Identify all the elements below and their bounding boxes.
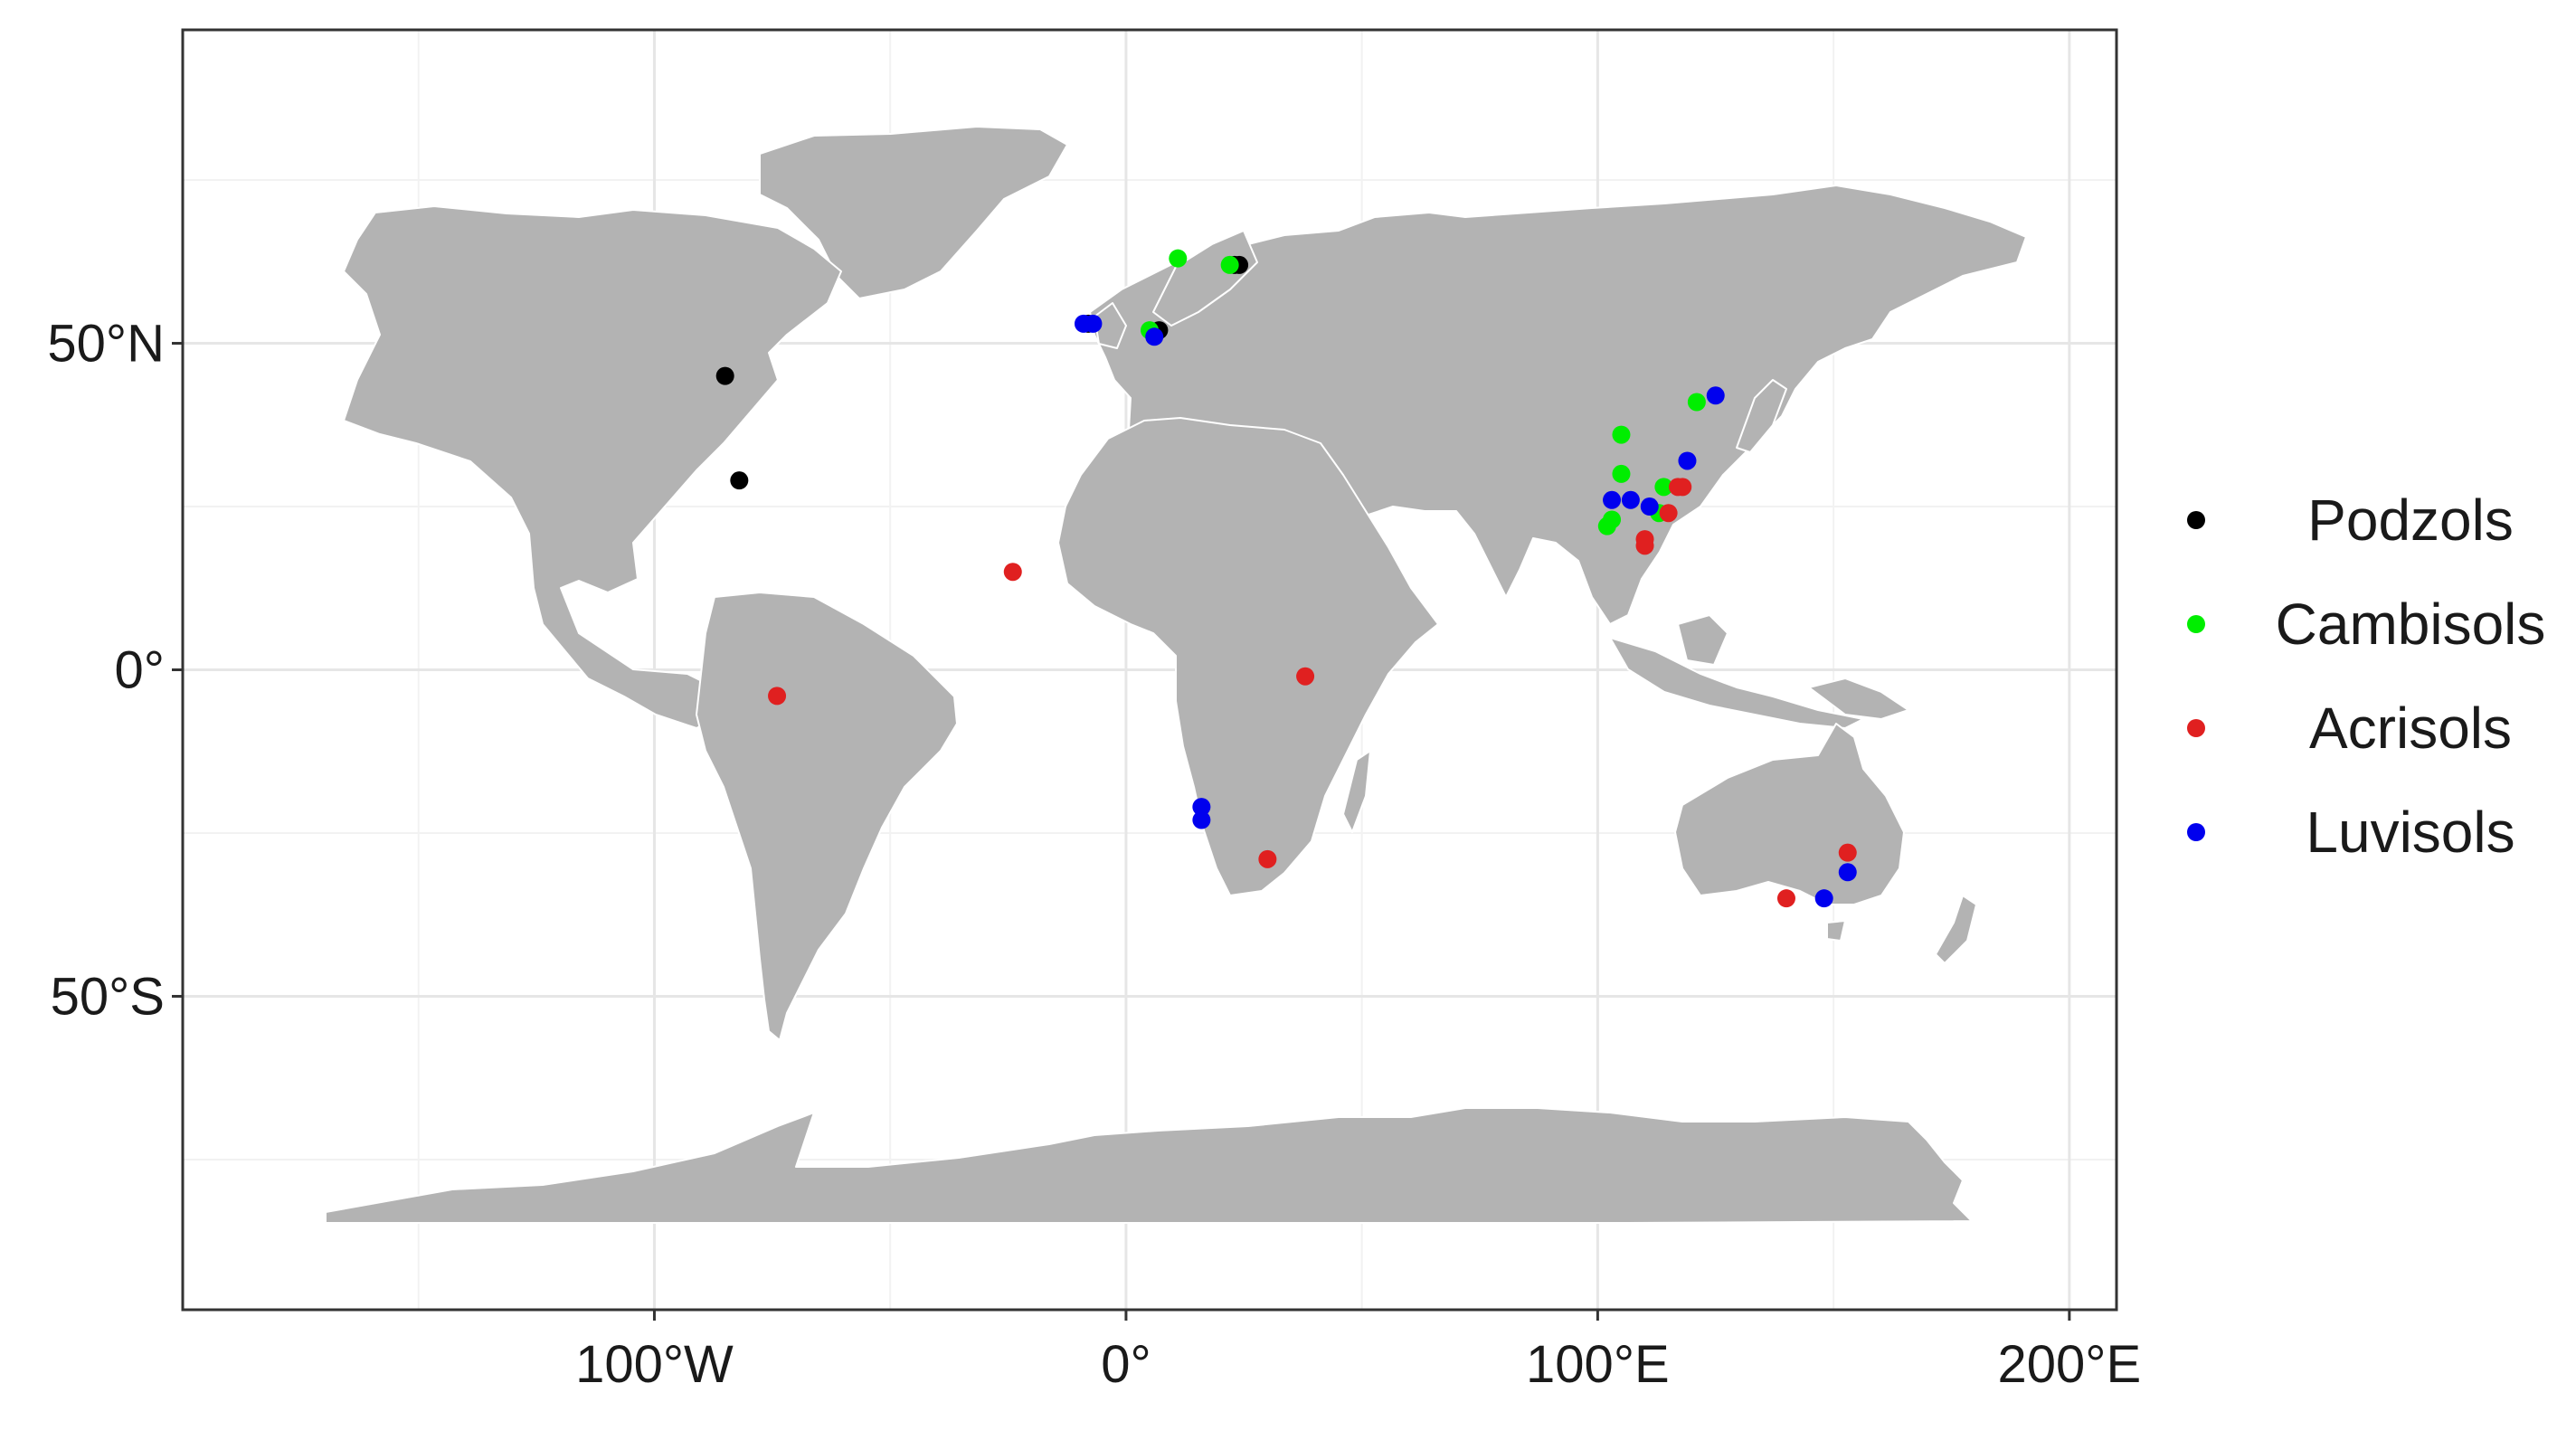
point-cambisols bbox=[1654, 478, 1673, 497]
x-tick-label: 100°E bbox=[1526, 1335, 1670, 1394]
sample-points bbox=[715, 249, 1857, 908]
point-luvisols bbox=[1192, 810, 1211, 829]
point-acrisols bbox=[1669, 478, 1688, 497]
x-tick-label: 100°W bbox=[575, 1335, 734, 1394]
point-acrisols bbox=[1776, 889, 1795, 908]
point-luvisols bbox=[1084, 314, 1103, 333]
point-luvisols bbox=[1678, 451, 1697, 470]
point-cambisols bbox=[1612, 464, 1631, 483]
point-cambisols bbox=[1687, 393, 1706, 412]
land-antarctica bbox=[325, 1107, 1973, 1224]
point-luvisols bbox=[1145, 327, 1164, 346]
land-south-america bbox=[696, 592, 958, 1041]
point-cambisols bbox=[1612, 425, 1631, 444]
point-acrisols bbox=[1838, 843, 1857, 862]
legend-key-luvisols bbox=[2187, 823, 2205, 841]
point-acrisols bbox=[1003, 563, 1022, 582]
legend-key-podzols bbox=[2187, 511, 2205, 529]
land-borneo bbox=[1677, 614, 1728, 666]
legend-label-luvisols: Luvisols bbox=[2306, 800, 2514, 865]
y-tick-label: 50°S bbox=[51, 967, 165, 1026]
axes: 100°W 0° 100°E 200°E 50°N 0° 50°S bbox=[47, 315, 2141, 1394]
land-tasmania bbox=[1826, 920, 1846, 942]
legend-label-cambisols: Cambisols bbox=[2276, 592, 2546, 657]
point-luvisols bbox=[1621, 490, 1640, 509]
land-new-guinea bbox=[1808, 677, 1909, 720]
legend-label-acrisols: Acrisols bbox=[2309, 696, 2512, 761]
land-greenland bbox=[759, 126, 1068, 299]
point-cambisols bbox=[1220, 255, 1239, 274]
land-africa bbox=[1057, 417, 1439, 896]
point-luvisols bbox=[1838, 863, 1857, 882]
point-acrisols bbox=[1296, 667, 1315, 686]
point-luvisols bbox=[1706, 386, 1725, 405]
legend-key-cambisols bbox=[2187, 615, 2205, 633]
y-tick-label: 50°N bbox=[47, 315, 165, 374]
point-cambisols bbox=[1169, 249, 1188, 268]
y-tick-label: 0° bbox=[115, 641, 165, 700]
point-acrisols bbox=[1659, 504, 1678, 523]
legend-key-acrisols bbox=[2187, 719, 2205, 737]
point-acrisols bbox=[1635, 530, 1654, 549]
land-masses bbox=[325, 126, 2027, 1224]
land-japan bbox=[1736, 379, 1787, 453]
point-acrisols bbox=[768, 687, 787, 706]
point-cambisols bbox=[1603, 510, 1622, 529]
x-tick-label: 0° bbox=[1101, 1335, 1151, 1394]
point-podzols bbox=[715, 366, 734, 385]
land-uk bbox=[1094, 302, 1127, 349]
point-acrisols bbox=[1258, 849, 1277, 868]
land-north-america bbox=[343, 205, 842, 729]
point-luvisols bbox=[1603, 490, 1622, 509]
point-luvisols bbox=[1640, 497, 1659, 516]
legend: Podzols Cambisols Acrisols Luvisols bbox=[2187, 488, 2545, 865]
point-podzols bbox=[730, 471, 749, 490]
legend-label-podzols: Podzols bbox=[2307, 488, 2514, 553]
land-indonesia bbox=[1609, 637, 1864, 729]
point-luvisols bbox=[1192, 798, 1211, 817]
land-madagascar bbox=[1342, 750, 1371, 833]
point-luvisols bbox=[1814, 889, 1833, 908]
land-new-zealand bbox=[1935, 895, 1977, 964]
x-tick-label: 200°E bbox=[1998, 1335, 2142, 1394]
land-scandinavia bbox=[1152, 230, 1258, 327]
